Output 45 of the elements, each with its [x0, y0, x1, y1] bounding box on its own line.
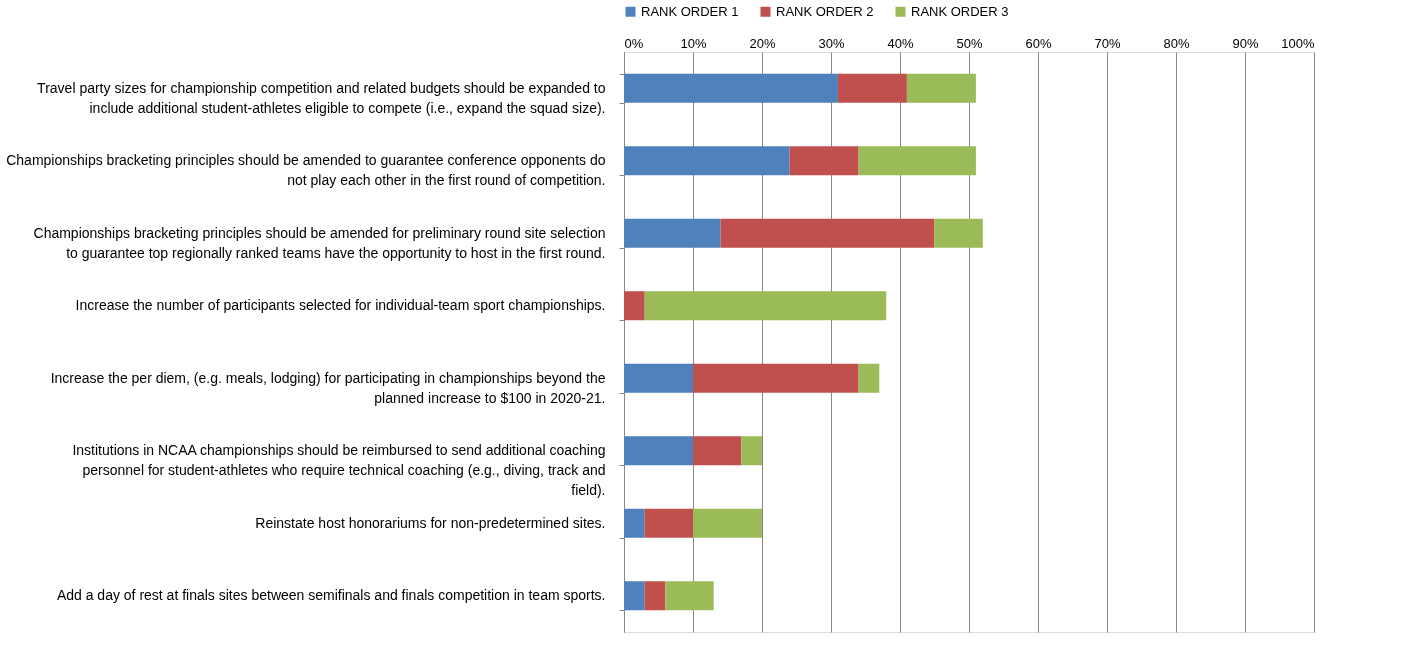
y-tick-label: Travel party sizes for championship competition and related budgets should be expanded to include additional student-athletes eligible to compete (i.e., expand the squad size).: [37, 79, 606, 116]
x-tick-label: 100%: [1281, 35, 1315, 51]
y-tick-label: Reinstate host honorariums for non-predetermined sites.: [255, 514, 606, 531]
legend-label: RANK ORDER 2: [776, 3, 874, 19]
bar: [644, 581, 666, 611]
y-tick-label: Add a day of rest at finals sites between semifinals and finals competition in team sports.: [56, 587, 606, 604]
bar: [624, 291, 645, 321]
bar: [741, 436, 762, 466]
bar: [624, 73, 838, 103]
bar: [624, 508, 645, 538]
bar: [906, 73, 976, 103]
bar: [693, 508, 762, 538]
x-tick-label: 20%: [749, 35, 776, 51]
x-tick-label: 30%: [818, 35, 845, 51]
x-tick-label: 60%: [1025, 35, 1052, 51]
bar: [644, 291, 887, 321]
bar: [624, 146, 790, 176]
bar: [624, 218, 721, 248]
bar: [837, 73, 907, 103]
bar: [624, 436, 693, 466]
x-tick-label: 0%: [624, 35, 644, 51]
bar: [624, 363, 693, 393]
bar: [624, 581, 645, 611]
y-tick-label: Increase the number of participants selected for individual-team sport championships.: [75, 297, 606, 314]
y-tick-label: Institutions in NCAA championships should be reimbursed to send additional coaching personnel for student-athletes who require technical coaching (e.g., diving, track and field).: [72, 442, 606, 499]
x-tick-label: 10%: [680, 35, 707, 51]
x-tick-label: 90%: [1232, 35, 1259, 51]
bar: [693, 436, 742, 466]
y-tick-label: Championships bracketing principles should be amended for preliminary round site selection to guarantee top regionally ranked teams have the opportunity to host in the first round.: [33, 224, 606, 261]
y-tick-label: Increase the per diem, (e.g. meals, lodging) for participating in championships beyond the planned increase to $100 in 2020-21.: [50, 369, 606, 406]
bar: [934, 218, 983, 248]
x-tick-label: 70%: [1094, 35, 1121, 51]
bar: [858, 146, 976, 176]
legend-label: RANK ORDER 1: [641, 3, 739, 19]
bar: [644, 508, 693, 538]
x-tick-label: 50%: [956, 35, 983, 51]
x-tick-label: 80%: [1163, 35, 1190, 51]
y-tick-label: Championships bracketing principles should be amended to guarantee conference opponents do not play each other in the first round of competition.: [6, 152, 606, 189]
bar: [720, 218, 935, 248]
bar: [858, 363, 880, 393]
bar: [693, 363, 859, 393]
bar: [789, 146, 859, 176]
bar: [665, 581, 714, 611]
legend-label: RANK ORDER 3: [911, 3, 1009, 19]
x-tick-label: 40%: [887, 35, 914, 51]
